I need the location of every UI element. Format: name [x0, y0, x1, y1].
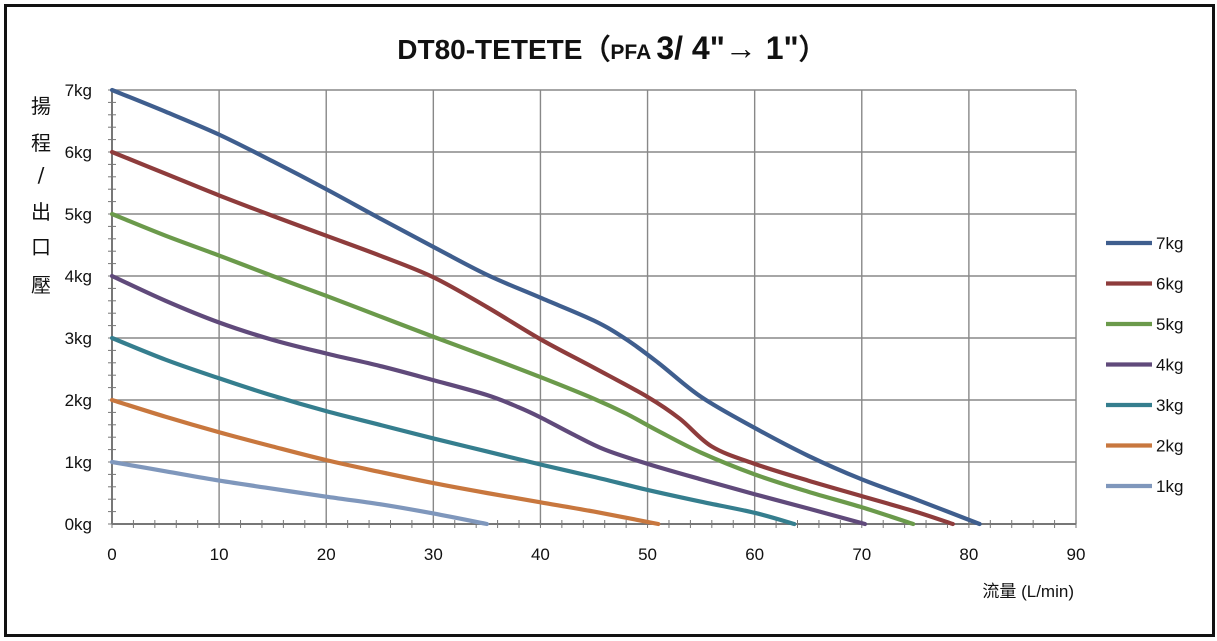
y-tick-label: 0kg — [65, 515, 92, 534]
series-line-3kg — [109, 335, 797, 527]
legend-label-5kg: 5kg — [1156, 315, 1183, 334]
series-line-2kg — [109, 397, 661, 527]
x-tick-label: 40 — [531, 545, 550, 564]
y-axis-label-char: 揚 — [31, 94, 51, 118]
title-main: DT80-TETETE（ — [397, 33, 610, 65]
y-tick-label: 2kg — [65, 391, 92, 410]
x-tick-label: 50 — [638, 545, 657, 564]
series-lines — [109, 87, 982, 527]
legend-label-4kg: 4kg — [1156, 356, 1183, 375]
line-chart: DT80-TETETE（PFA 3/ 4"→ 1"） 0 10 20 30 40 50 60… — [65, 30, 1184, 601]
legend-label-7kg: 7kg — [1156, 234, 1183, 253]
x-tick-label: 20 — [317, 545, 336, 564]
series-line-5kg — [109, 211, 916, 527]
y-axis-label-char: 出 — [31, 200, 51, 224]
legend-label-3kg: 3kg — [1156, 396, 1183, 415]
legend-label-2kg: 2kg — [1156, 437, 1183, 456]
x-tick-label: 80 — [959, 545, 978, 564]
y-tick-label: 4kg — [65, 267, 92, 286]
title-close: ） — [799, 33, 827, 65]
x-tick-label: 90 — [1067, 545, 1086, 564]
y-tick-label: 3kg — [65, 329, 92, 348]
x-tick-label: 30 — [424, 545, 443, 564]
series-line-4kg — [109, 273, 868, 527]
y-axis-label-char: 壓 — [31, 273, 51, 297]
y-tick-label: 7kg — [65, 81, 92, 100]
series-line-6kg — [109, 149, 955, 527]
x-axis-label: 流量 (L/min) — [982, 582, 1074, 601]
axes: 0 10 20 30 40 50 60 70 80 90 0kg 1kg 2kg 3kg 4kg 5kg 6kg… — [65, 81, 1086, 601]
series-line-7kg — [109, 87, 982, 527]
series-line-1kg — [109, 459, 489, 527]
legend: 7kg 6kg 5kg 4kg 3kg 2kg 1kg — [1106, 234, 1183, 496]
title-text: DT80-TETETE（PFA 3/ 4"→ 1"） — [397, 30, 826, 66]
title-size: 3/ 4"→ 1" — [656, 30, 798, 66]
x-tick-label: 60 — [745, 545, 764, 564]
x-tick-label: 70 — [852, 545, 871, 564]
y-axis-label-char: 程 — [31, 131, 51, 155]
y-axis-label-char: / — [37, 163, 45, 187]
title-pfa: PFA — [610, 41, 656, 64]
legend-label-1kg: 1kg — [1156, 477, 1183, 496]
x-tick-label: 10 — [210, 545, 229, 564]
chart-frame: DT80-TETETE（PFA 3/ 4"→ 1"） 0 10 20 30 40 50 60… — [4, 4, 1215, 637]
legend-label-6kg: 6kg — [1156, 275, 1183, 294]
y-tick-label: 5kg — [65, 205, 92, 224]
chart-title: DT80-TETETE（PFA 3/ 4"→ 1"） — [397, 30, 826, 66]
x-tick-label: 0 — [107, 545, 116, 564]
y-axis-label-char: 口 — [31, 235, 51, 259]
y-tick-label: 1kg — [65, 453, 92, 472]
y-tick-label: 6kg — [65, 143, 92, 162]
